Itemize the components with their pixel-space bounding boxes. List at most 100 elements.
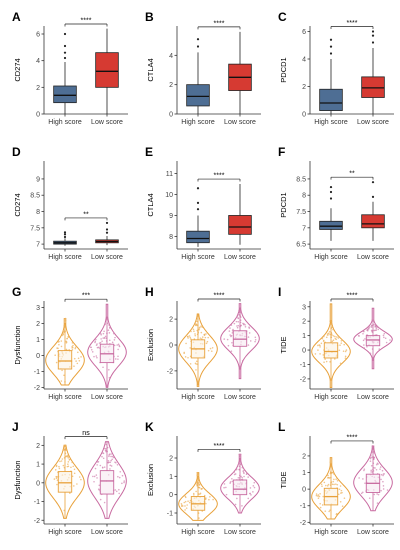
jitter-point — [60, 345, 63, 348]
panel-k: K Exclusion -1 0 1 2 High score Low score **** — [145, 420, 261, 536]
panel-label: H — [145, 285, 154, 299]
jitter-point — [249, 487, 252, 489]
x-tick-label: High score — [48, 394, 82, 401]
box — [232, 479, 248, 496]
jitter-point — [364, 338, 366, 340]
jitter-point — [332, 335, 335, 337]
x-tick-label: High score — [48, 529, 82, 536]
jitter-point — [249, 492, 251, 495]
jitter-point — [223, 483, 226, 485]
jitter-point — [375, 468, 378, 471]
jitter-point — [109, 468, 111, 470]
significance-label: **** — [347, 293, 358, 300]
jitter-point — [96, 356, 98, 359]
jitter-point — [364, 482, 366, 485]
jitter-point — [198, 476, 200, 479]
jitter-point — [241, 359, 244, 362]
jitter-point — [237, 476, 240, 479]
jitter-point — [386, 489, 389, 491]
jitter-point — [58, 343, 60, 346]
jitter-point — [184, 509, 186, 511]
jitter-point — [200, 488, 203, 490]
jitter-point — [344, 355, 347, 358]
jitter-point — [96, 477, 98, 479]
jitter-point — [67, 463, 69, 465]
jitter-point — [112, 332, 115, 335]
jitter-point — [117, 358, 119, 360]
jitter-point — [243, 475, 245, 478]
jitter-point — [108, 332, 111, 334]
jitter-point — [184, 505, 186, 507]
jitter-point — [383, 332, 386, 335]
jitter-point — [314, 353, 317, 355]
jitter-point — [328, 330, 331, 333]
jitter-point — [195, 320, 197, 322]
jitter-point — [327, 476, 330, 479]
jitter-point — [57, 341, 60, 343]
violin-outline — [353, 307, 393, 370]
y-tick-label: 2 — [36, 321, 40, 328]
jitter-point — [338, 488, 341, 491]
jitter-point — [117, 475, 119, 478]
jitter-point — [117, 355, 119, 358]
y-tick-label: -1 — [300, 503, 306, 510]
jitter-point — [319, 492, 321, 495]
jitter-point — [240, 475, 242, 478]
jitter-point — [187, 356, 189, 359]
jitter-point — [223, 338, 226, 340]
box — [99, 470, 115, 495]
jitter-point — [382, 474, 384, 477]
jitter-point — [209, 347, 212, 350]
jitter-point — [188, 501, 191, 504]
panel-f: F PDCD1 6.5 7 7.5 8 8.5 High score Low score ** — [278, 145, 394, 261]
y-tick-label: -2 — [300, 520, 306, 527]
jitter-point — [244, 325, 247, 328]
y-tick-label: 7.5 — [30, 225, 40, 232]
jitter-point — [373, 493, 376, 496]
jitter-point — [69, 492, 71, 494]
jitter-point — [67, 455, 69, 458]
x-tick-label: High score — [314, 119, 348, 126]
jitter-point — [226, 338, 229, 341]
jitter-point — [73, 472, 76, 475]
jitter-point — [110, 459, 112, 462]
jitter-point — [98, 342, 101, 344]
jitter-point — [186, 335, 189, 338]
jitter-point — [199, 337, 202, 339]
jitter-point — [231, 341, 233, 344]
jitter-point — [96, 346, 99, 349]
jitter-point — [71, 342, 74, 344]
outlier-point — [371, 41, 375, 44]
jitter-point — [103, 447, 106, 450]
jitter-point — [95, 355, 98, 357]
jitter-point — [375, 329, 378, 331]
jitter-point — [235, 320, 238, 323]
jitter-point — [67, 461, 70, 463]
panel-label: F — [278, 145, 285, 159]
jitter-point — [113, 344, 116, 347]
jitter-point — [368, 327, 370, 330]
jitter-point — [233, 473, 236, 476]
jitter-point — [321, 337, 324, 340]
jitter-point — [315, 493, 318, 495]
jitter-point — [99, 464, 102, 467]
jitter-point — [339, 344, 341, 346]
y-tick-label: 0 — [169, 112, 173, 119]
jitter-point — [111, 455, 114, 458]
box — [319, 220, 343, 230]
box — [57, 471, 73, 493]
jitter-point — [108, 368, 110, 371]
jitter-point — [196, 471, 199, 474]
y-axis-label: Exclusion — [146, 329, 155, 361]
jitter-point — [389, 339, 391, 341]
jitter-point — [363, 347, 366, 349]
y-tick-label: 1 — [36, 337, 40, 344]
jitter-point — [381, 469, 384, 472]
outlier-point — [329, 38, 333, 41]
jitter-point — [203, 334, 206, 337]
jitter-point — [336, 512, 338, 515]
jitter-point — [331, 340, 334, 343]
jitter-point — [371, 318, 374, 321]
jitter-point — [229, 481, 232, 483]
jitter-point — [225, 486, 227, 489]
